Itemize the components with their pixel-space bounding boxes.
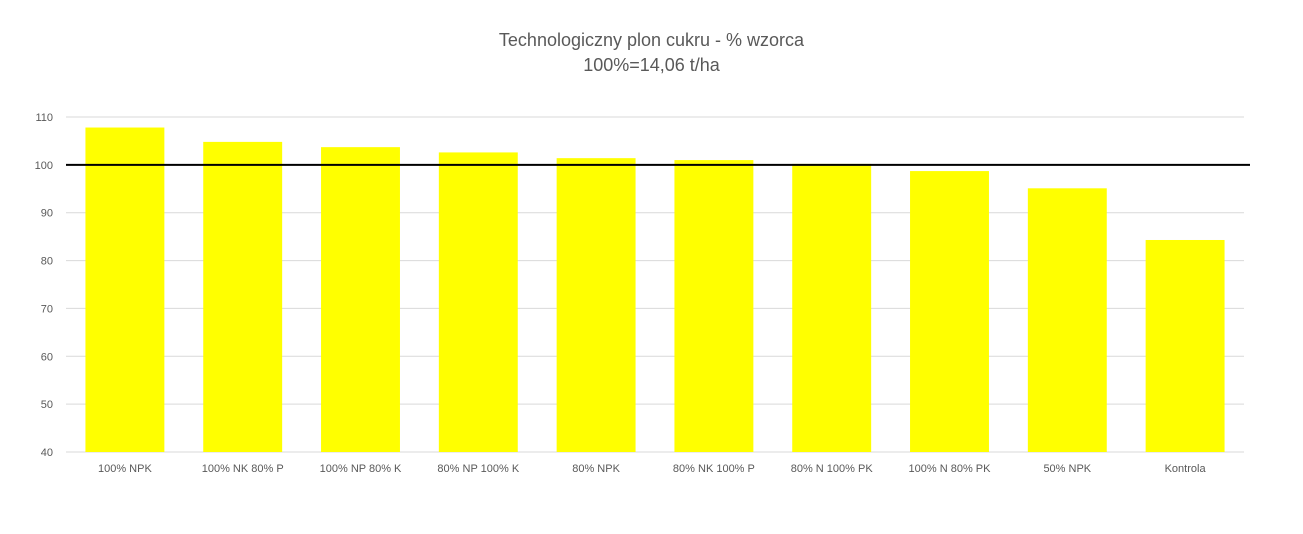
y-axis-ticks: 40 50 60 70 80 90 100 110 <box>35 112 53 459</box>
x-tick-label: 80% NP 100% K <box>437 463 519 475</box>
x-tick-label: 100% NPK <box>98 463 152 475</box>
y-tick-label: 60 <box>41 351 53 363</box>
x-axis-ticks: 100% NPK 100% NK 80% P 100% NP 80% K 80% NP… <box>98 463 1206 475</box>
bar <box>792 163 872 452</box>
x-tick-label: 100% N 80% PK <box>909 463 992 475</box>
bar <box>321 147 400 452</box>
bar <box>203 141 283 452</box>
x-tick-label: 80% NPK <box>572 463 620 475</box>
bar <box>910 171 989 453</box>
x-tick-label: 80% NK 100% P <box>673 463 755 475</box>
bar <box>438 152 518 452</box>
x-tick-label: Kontrola <box>1165 463 1207 475</box>
y-tick-label: 90 <box>41 208 53 220</box>
y-tick-label: 80 <box>41 256 53 268</box>
x-tick-label: 100% NK 80% P <box>202 463 284 475</box>
chart-title: Technologiczny plon cukru - % wzorca <box>498 30 805 50</box>
bar <box>1145 239 1225 452</box>
y-tick-label: 100 <box>35 160 53 172</box>
bar <box>1027 188 1107 453</box>
y-tick-label: 40 <box>41 447 53 459</box>
bars <box>85 127 1225 453</box>
y-tick-label: 110 <box>35 112 53 124</box>
x-tick-label: 80% N 100% PK <box>791 463 874 475</box>
bar <box>85 127 165 453</box>
y-tick-label: 50 <box>41 399 53 411</box>
x-tick-label: 50% NPK <box>1043 463 1091 475</box>
bar <box>556 158 636 452</box>
bar <box>674 160 754 453</box>
x-tick-label: 100% NP 80% K <box>320 463 402 475</box>
y-tick-label: 70 <box>41 303 53 315</box>
chart-subtitle: 100%=14,06 t/ha <box>583 55 720 75</box>
